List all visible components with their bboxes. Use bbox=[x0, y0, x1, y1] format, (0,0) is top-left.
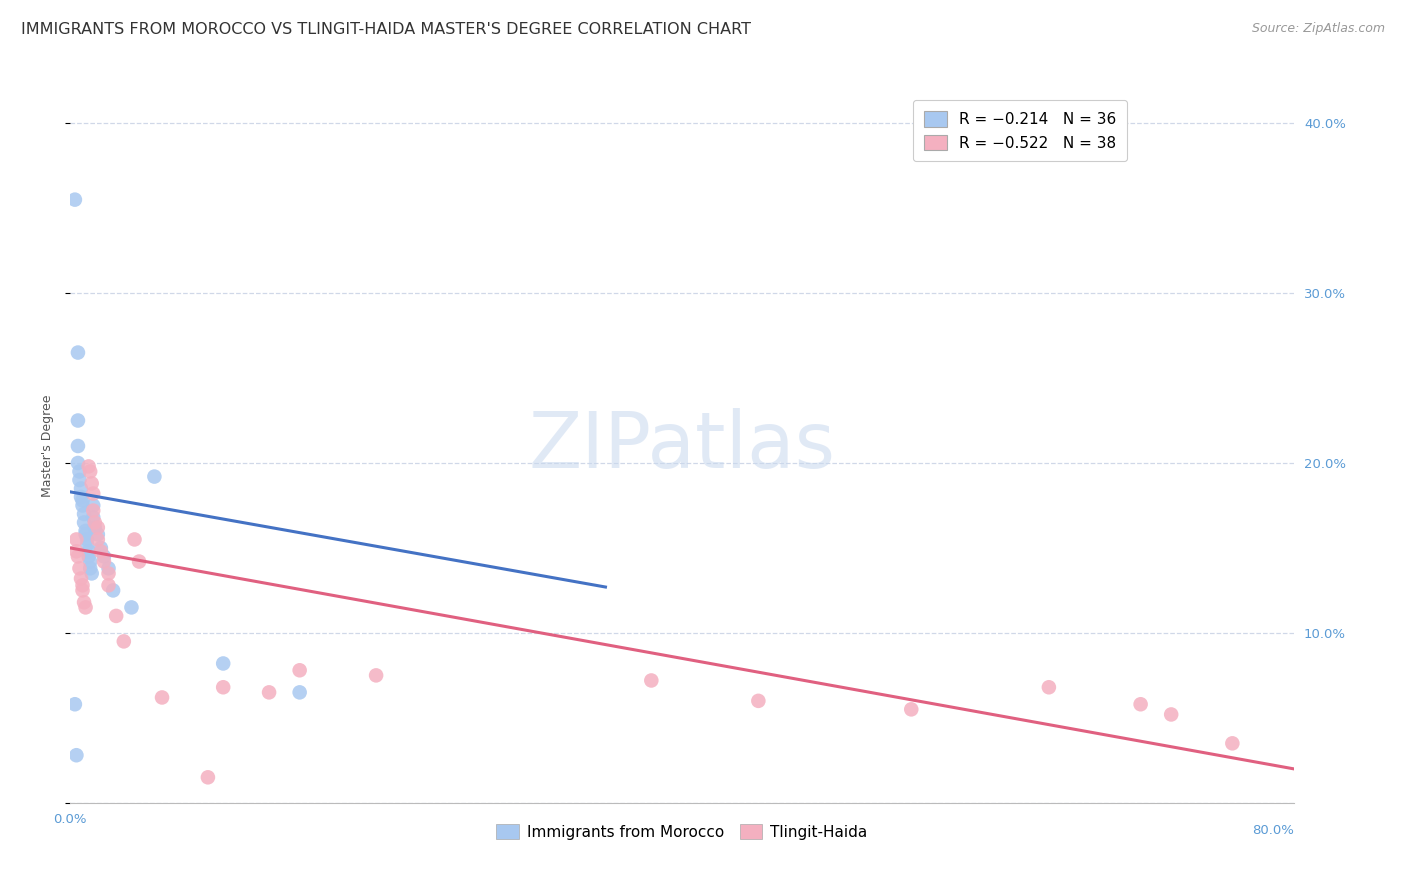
Point bbox=[288, 685, 311, 699]
Point bbox=[75, 600, 97, 615]
Point bbox=[82, 503, 104, 517]
Point bbox=[87, 520, 110, 534]
Point bbox=[80, 566, 103, 581]
Point bbox=[90, 544, 112, 558]
Point bbox=[87, 533, 110, 547]
Point bbox=[1129, 698, 1152, 712]
Y-axis label: Master's Degree: Master's Degree bbox=[41, 395, 53, 497]
Point bbox=[90, 541, 112, 555]
Point bbox=[66, 345, 89, 359]
Point bbox=[63, 193, 86, 207]
Text: 80.0%: 80.0% bbox=[1251, 824, 1294, 838]
Point bbox=[65, 748, 87, 763]
Point bbox=[83, 516, 105, 530]
Point bbox=[65, 533, 87, 547]
Point bbox=[1038, 680, 1060, 694]
Point bbox=[900, 702, 922, 716]
Point bbox=[70, 482, 93, 496]
Point bbox=[97, 561, 120, 575]
Point bbox=[212, 657, 235, 671]
Point bbox=[101, 583, 124, 598]
Point bbox=[197, 770, 219, 784]
Point bbox=[77, 459, 100, 474]
Point bbox=[288, 663, 311, 677]
Point bbox=[75, 524, 97, 538]
Point bbox=[77, 544, 100, 558]
Point bbox=[79, 561, 101, 575]
Point bbox=[97, 566, 120, 581]
Point bbox=[105, 608, 128, 623]
Point bbox=[83, 520, 105, 534]
Point bbox=[112, 634, 135, 648]
Point bbox=[640, 673, 662, 688]
Point bbox=[150, 690, 173, 705]
Point bbox=[72, 583, 94, 598]
Point bbox=[747, 694, 769, 708]
Text: Source: ZipAtlas.com: Source: ZipAtlas.com bbox=[1251, 22, 1385, 36]
Legend: Immigrants from Morocco, Tlingit-Haida: Immigrants from Morocco, Tlingit-Haida bbox=[488, 814, 876, 848]
Point bbox=[1160, 707, 1182, 722]
Point bbox=[87, 527, 110, 541]
Point bbox=[79, 555, 101, 569]
Point bbox=[73, 516, 96, 530]
Point bbox=[366, 668, 388, 682]
Point bbox=[1220, 736, 1243, 750]
Point bbox=[72, 493, 94, 508]
Point bbox=[212, 680, 235, 694]
Point bbox=[75, 527, 97, 541]
Point bbox=[82, 510, 104, 524]
Point bbox=[121, 600, 143, 615]
Point bbox=[70, 490, 93, 504]
Point bbox=[66, 439, 89, 453]
Point bbox=[82, 486, 104, 500]
Point bbox=[73, 595, 96, 609]
Point bbox=[72, 499, 94, 513]
Point bbox=[79, 465, 101, 479]
Text: IMMIGRANTS FROM MOROCCO VS TLINGIT-HAIDA MASTER'S DEGREE CORRELATION CHART: IMMIGRANTS FROM MOROCCO VS TLINGIT-HAIDA… bbox=[21, 22, 751, 37]
Point bbox=[257, 685, 280, 699]
Point bbox=[66, 413, 89, 427]
Text: ZIPatlas: ZIPatlas bbox=[529, 408, 835, 484]
Point bbox=[77, 549, 100, 564]
Point bbox=[72, 578, 94, 592]
Point bbox=[65, 544, 87, 558]
Point bbox=[66, 549, 89, 564]
Point bbox=[97, 578, 120, 592]
Point bbox=[69, 465, 91, 479]
Point bbox=[73, 507, 96, 521]
Point bbox=[70, 572, 93, 586]
Point bbox=[143, 469, 166, 483]
Point bbox=[66, 456, 89, 470]
Point bbox=[69, 561, 91, 575]
Point bbox=[69, 473, 91, 487]
Point bbox=[124, 533, 146, 547]
Point bbox=[63, 698, 86, 712]
Point bbox=[82, 499, 104, 513]
Point bbox=[76, 533, 98, 547]
Point bbox=[80, 476, 103, 491]
Point bbox=[76, 537, 98, 551]
Point bbox=[128, 555, 150, 569]
Point bbox=[93, 555, 115, 569]
Point bbox=[93, 549, 115, 564]
